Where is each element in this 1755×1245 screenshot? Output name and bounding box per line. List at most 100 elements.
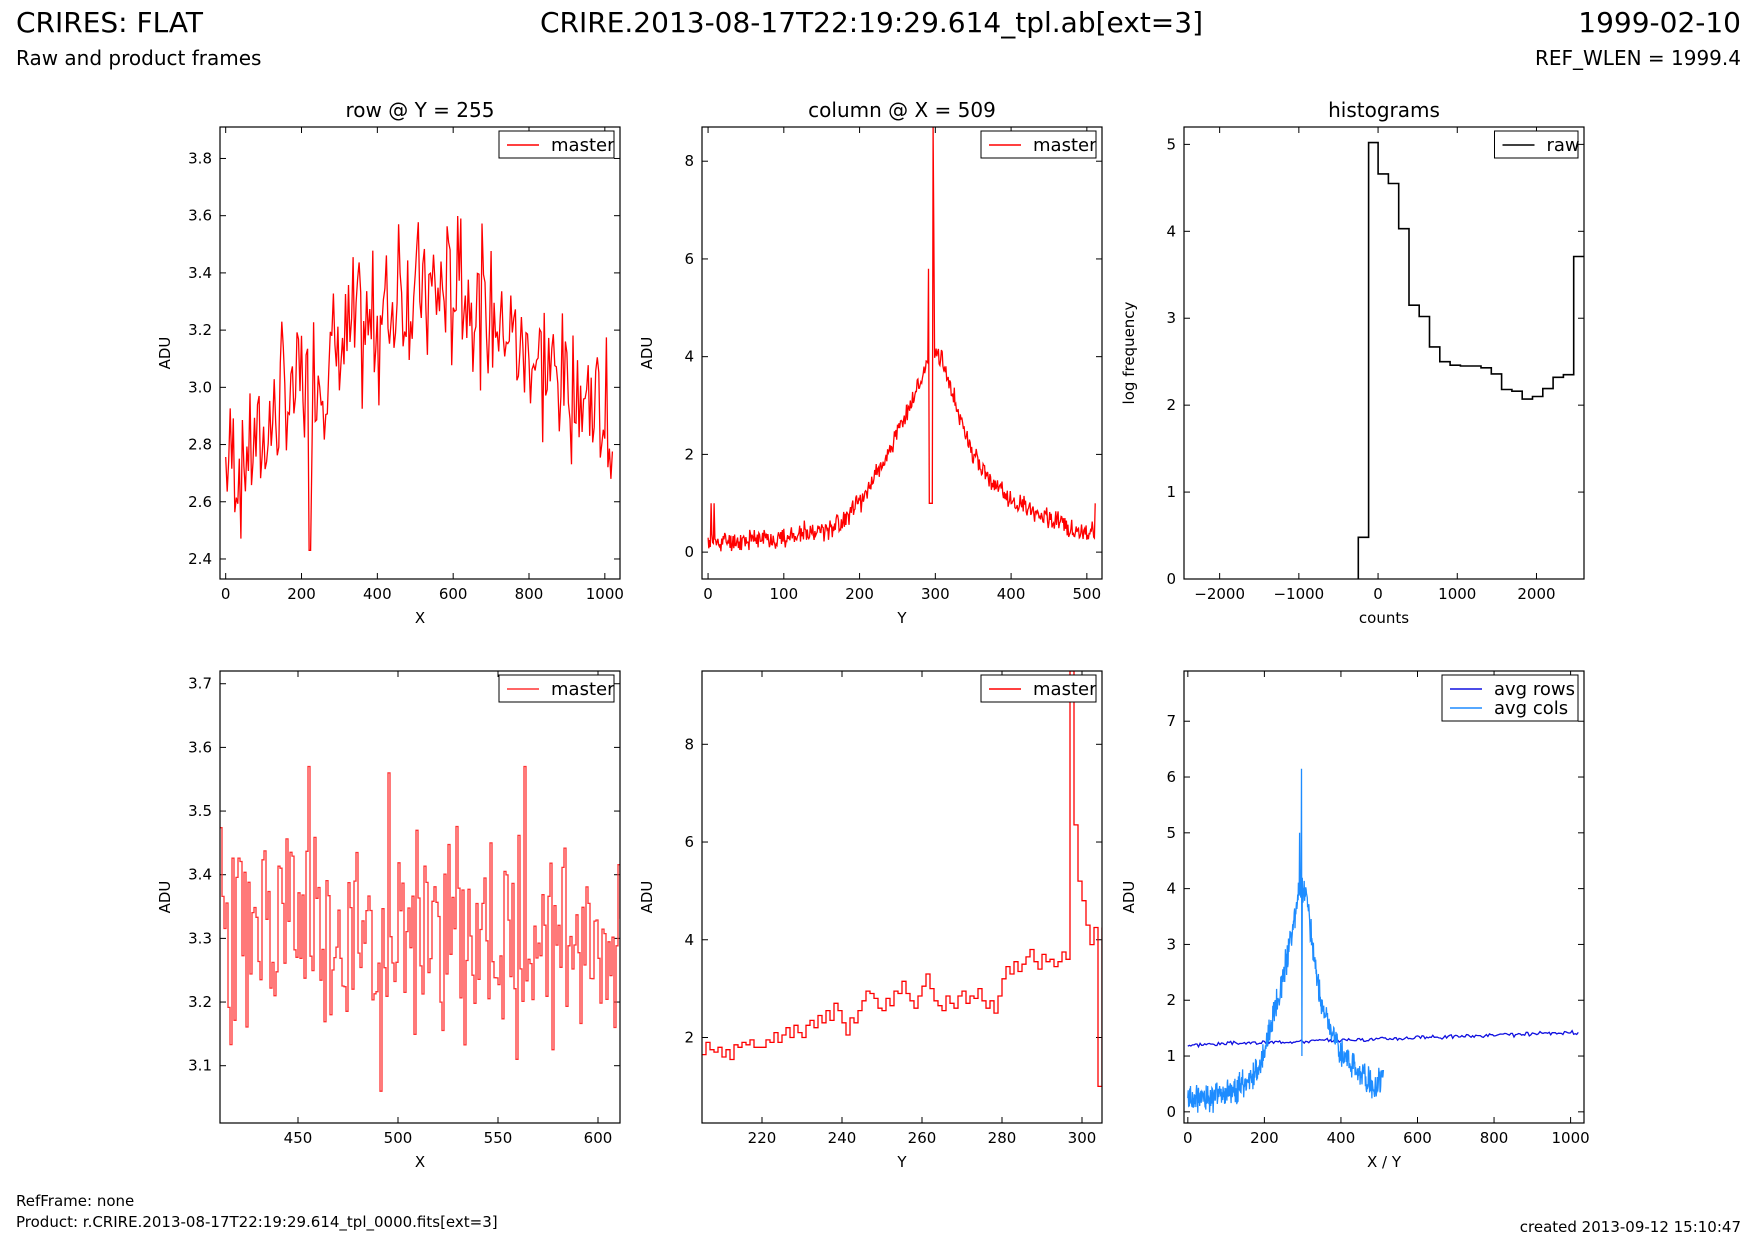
series-line-avg-rows xyxy=(1187,1029,1579,1049)
x-tick-label: 260 xyxy=(908,1129,937,1147)
y-axis-label: ADU xyxy=(156,881,174,914)
x-axis-label: X xyxy=(415,1153,425,1171)
y-tick-label: 3 xyxy=(1166,935,1176,953)
x-tick-label: 300 xyxy=(1068,1129,1097,1147)
x-tick-label: 500 xyxy=(384,1129,413,1147)
x-axis-label: X xyxy=(415,609,425,627)
series-line-raw xyxy=(1357,141,1584,579)
legend-label: master xyxy=(551,135,615,156)
chart-hist: histograms −2000 −1000 0 1000 2000 0 1 2 3 4 5 count… xyxy=(1120,98,1585,627)
y-tick-label: 2 xyxy=(684,445,694,463)
legend-label: master xyxy=(1033,135,1097,156)
date-label: 1999-02-10 xyxy=(1578,6,1741,39)
y-tick-label: 5 xyxy=(1166,135,1176,153)
legend-label: master xyxy=(1033,679,1097,700)
y-tick-label: 4 xyxy=(684,348,694,366)
x-tick-label: −2000 xyxy=(1194,585,1245,603)
y-tick-label: 3.3 xyxy=(188,929,212,947)
legend: master xyxy=(498,130,615,159)
y-tick-label: 2 xyxy=(1166,991,1176,1009)
y-tick-label: 3.7 xyxy=(188,675,212,693)
y-tick-label: 0 xyxy=(1166,1103,1176,1121)
y-tick-label: 6 xyxy=(684,833,694,851)
y-tick-label: 4 xyxy=(1166,222,1176,240)
created-label: created 2013-09-12 15:10:47 xyxy=(1519,1218,1741,1236)
x-tick-label: 200 xyxy=(845,585,874,603)
y-tick-label: 2.4 xyxy=(188,550,212,568)
x-tick-label: 2000 xyxy=(1517,585,1555,603)
x-tick-label: 600 xyxy=(439,585,468,603)
y-tick-label: 4 xyxy=(684,931,694,949)
x-axis-label: counts xyxy=(1359,609,1409,627)
y-tick-label: 1 xyxy=(1166,483,1176,501)
x-tick-label: 220 xyxy=(748,1129,777,1147)
y-tick-label: 3.2 xyxy=(188,993,212,1011)
plot-frame xyxy=(1183,670,1585,1124)
x-tick-label: 600 xyxy=(1403,1129,1432,1147)
y-tick-label: 6 xyxy=(1166,768,1176,786)
y-axis-label: ADU xyxy=(638,337,656,370)
x-tick-label: 0 xyxy=(1373,585,1383,603)
x-tick-label: 200 xyxy=(287,585,316,603)
product-label: Product: r.CRIRE.2013-08-17T22:19:29.614… xyxy=(16,1213,498,1231)
y-axis-label: log frequency xyxy=(1120,301,1138,404)
y-tick-label: 3.6 xyxy=(188,738,212,756)
y-tick-label: 8 xyxy=(684,152,694,170)
chart-averages: 0 200 400 600 800 1000 0 1 2 3 4 5 6 7 X / Y ADU avg row… xyxy=(1120,670,1590,1171)
series-line-master xyxy=(220,765,620,1092)
y-tick-label: 3.2 xyxy=(188,321,212,339)
x-tick-label: 1000 xyxy=(1438,585,1476,603)
plot-frame xyxy=(219,126,621,580)
filename-heading: CRIRE.2013-08-17T22:19:29.614_tpl.ab[ext… xyxy=(540,6,1204,39)
chart-row_zoom: 450 500 550 600 3.1 3.2 3.3 3.4 3.5 3.6 3.7 X ADU mas… xyxy=(156,670,621,1171)
x-tick-label: 800 xyxy=(515,585,544,603)
y-tick-label: 1 xyxy=(1166,1047,1176,1065)
y-tick-label: 2 xyxy=(684,1028,694,1046)
plot-frame xyxy=(701,126,1103,580)
y-tick-label: 0 xyxy=(684,543,694,561)
legend: master xyxy=(980,674,1097,703)
y-axis-label: ADU xyxy=(638,881,656,914)
series-line-master xyxy=(707,127,1096,552)
legend: master xyxy=(498,674,615,703)
series-line-master xyxy=(702,671,1102,1088)
legend-label: avg rows xyxy=(1494,679,1575,700)
x-tick-label: 240 xyxy=(828,1129,857,1147)
y-tick-label: 3.4 xyxy=(188,264,212,282)
y-tick-label: 4 xyxy=(1166,880,1176,898)
y-tick-label: 0 xyxy=(1166,570,1176,588)
y-tick-label: 3.4 xyxy=(188,866,212,884)
y-tick-label: 2.6 xyxy=(188,493,212,511)
x-tick-label: 300 xyxy=(921,585,950,603)
page-subtitle: Raw and product frames xyxy=(16,46,262,70)
chart-column_zoom: 220 240 260 280 300 2 4 6 8 Y ADU master xyxy=(638,670,1103,1171)
x-tick-label: 1000 xyxy=(1552,1129,1590,1147)
x-axis-label: Y xyxy=(896,1153,907,1171)
x-tick-label: 200 xyxy=(1250,1129,1279,1147)
y-tick-label: 3.5 xyxy=(188,802,212,820)
y-tick-label: 3.1 xyxy=(188,1057,212,1075)
plot-frame xyxy=(219,670,621,1124)
chart-row: row @ Y = 255 0 200 400 600 800 1000 2.4 2.6 2.8 3… xyxy=(156,98,624,627)
legend-label: avg cols xyxy=(1494,698,1568,719)
y-tick-label: 2 xyxy=(1166,396,1176,414)
legend-label: raw xyxy=(1547,135,1580,156)
page-title: CRIRES: FLAT xyxy=(16,6,203,39)
x-tick-label: 400 xyxy=(1327,1129,1356,1147)
x-tick-label: −1000 xyxy=(1273,585,1324,603)
legend-box xyxy=(1441,674,1579,722)
chart-title: row @ Y = 255 xyxy=(346,98,495,122)
chart-column: column @ X = 509 0 100 200 300 400 500 0 2 4 6 8 Y AD… xyxy=(638,98,1103,627)
chart-title: histograms xyxy=(1328,98,1440,122)
y-tick-label: 3.8 xyxy=(188,149,212,167)
x-tick-label: 0 xyxy=(703,585,713,603)
series-line-avg-cols xyxy=(1187,768,1385,1113)
legend: master xyxy=(980,130,1097,159)
x-tick-label: 400 xyxy=(363,585,392,603)
x-tick-label: 100 xyxy=(769,585,798,603)
x-tick-label: 550 xyxy=(484,1129,513,1147)
y-tick-label: 7 xyxy=(1166,712,1176,730)
chart-title: column @ X = 509 xyxy=(808,98,996,122)
